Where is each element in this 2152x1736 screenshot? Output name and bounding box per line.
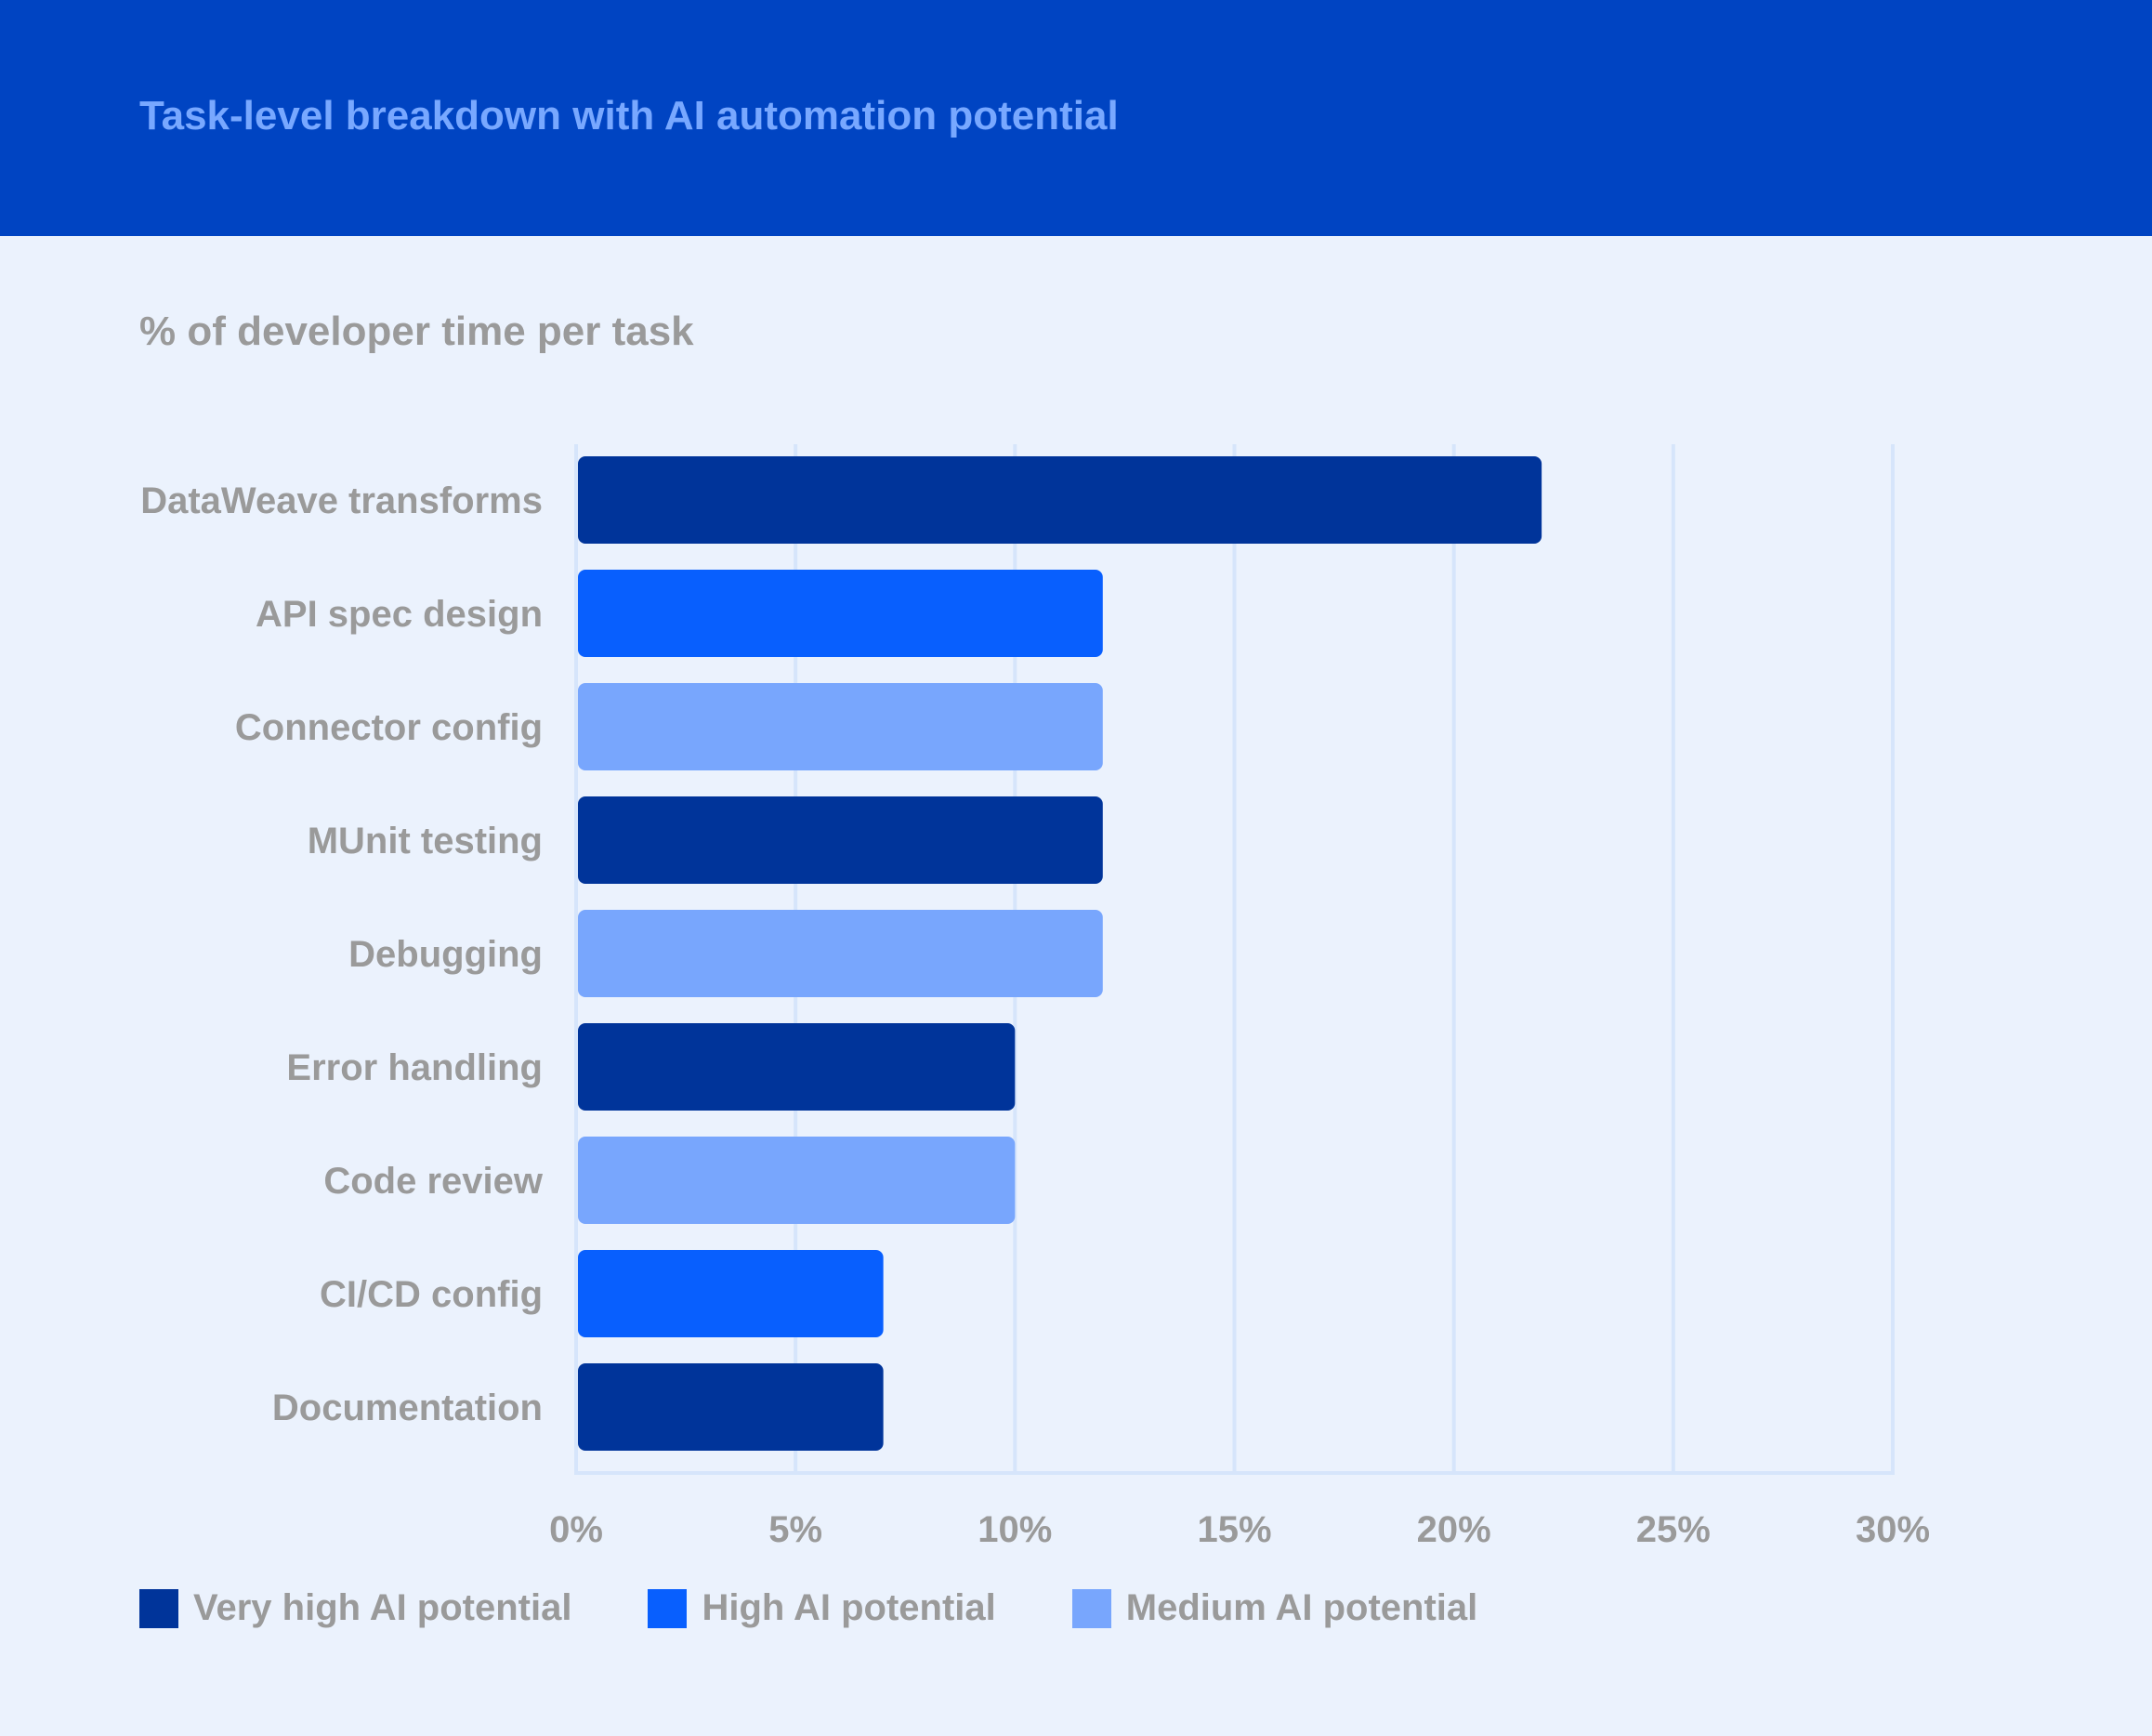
bar [578,456,1542,544]
legend-item-high: High AI potential [648,1587,996,1629]
x-tick-label: 10% [978,1509,1052,1550]
bar-chart: 0% 5% 10% 15% 20% 25% 30% DataWeave transforms A… [140,444,1930,1550]
chart-legend: Very high AI potential High AI potential… [139,1587,1554,1629]
x-tick-label: 0% [549,1509,603,1550]
bar [578,1023,1016,1111]
category-label: MUnit testing [308,821,543,861]
category-label: Documentation [272,1387,543,1428]
legend-swatch-medium [1071,1588,1111,1628]
legend-swatch-high [648,1588,688,1628]
category-label: Connector config [235,707,543,748]
category-label: DataWeave transforms [140,480,543,521]
category-label: CI/CD config [320,1274,543,1315]
bar [578,683,1103,770]
bar [578,570,1103,657]
bar [578,910,1103,997]
legend-item-very-high: Very high AI potential [139,1587,571,1629]
chart-subtitle: % of developer time per task [139,309,694,354]
bar [578,1250,884,1337]
page-title: Task-level breakdown with AI automation … [139,93,1119,138]
bar [578,796,1103,884]
x-tick-label: 5% [768,1509,822,1550]
legend-label-very-high: Very high AI potential [193,1587,572,1628]
x-tick-label: 20% [1417,1509,1491,1550]
x-tick-label: 15% [1197,1509,1271,1550]
category-label: Code review [323,1161,544,1202]
category-label: API spec design [256,594,543,635]
x-tick-label: 25% [1636,1509,1711,1550]
legend-swatch-very-high [139,1588,178,1628]
legend-label-high: High AI potential [702,1587,996,1628]
legend-item-medium: Medium AI potential [1071,1587,1478,1629]
bar [578,1363,884,1451]
header-banner: Task-level breakdown with AI automation … [0,0,2152,236]
category-label: Debugging [348,934,543,975]
bar [578,1137,1016,1224]
legend-label-medium: Medium AI potential [1125,1587,1478,1628]
x-tick-label: 30% [1856,1509,1930,1550]
category-label: Error handling [286,1047,543,1088]
